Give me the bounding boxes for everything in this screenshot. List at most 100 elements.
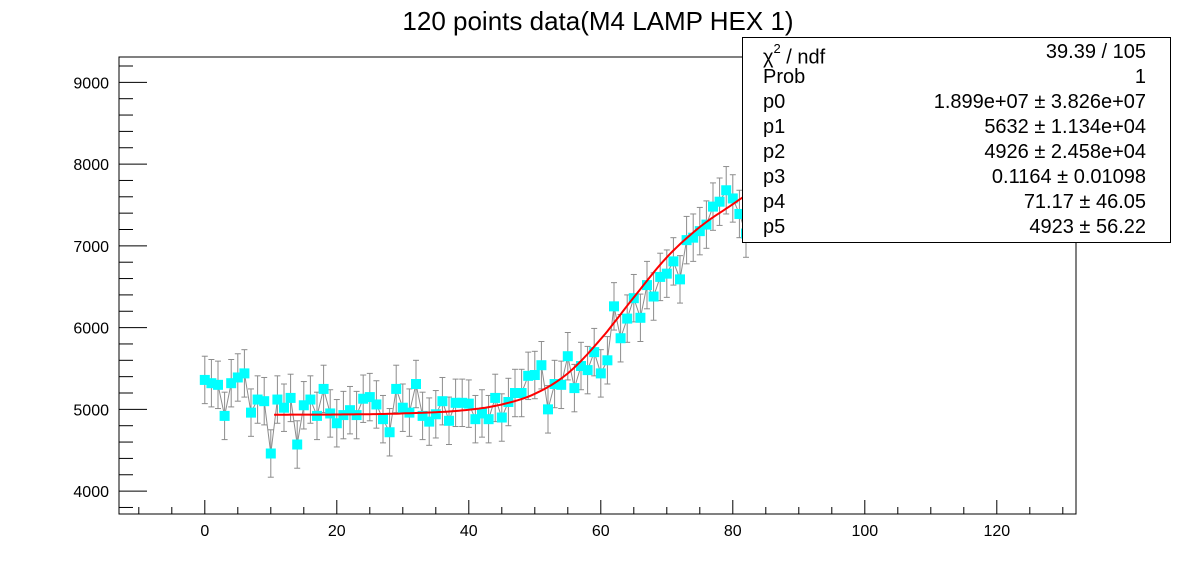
data-point [226,378,237,389]
x-tick-label: 100 [851,523,878,540]
stat-value: 4923 ± 56.22 [1029,216,1146,238]
stat-key: p0 [763,91,786,113]
data-point [536,360,547,371]
y-tick-label: 9000 [73,75,109,92]
data-point [661,268,672,279]
fit-statistics-box: χ2 / ndf 39.39 / 105 Prob 1 p0 1.899e+07… [742,37,1171,243]
data-point [265,448,276,459]
data-point [279,402,289,413]
data-point [430,409,441,420]
chart-title: 120 points data(M4 LAMP HEX 1) [402,6,793,36]
stat-value: 1.899e+07 ± 3.826e+07 [933,91,1146,113]
data-point [569,383,580,394]
data-point [648,291,659,302]
data-point [345,405,355,416]
y-tick-label: 8000 [73,157,109,174]
data-point [358,393,369,404]
axes: 4000 5000 6000 7000 8000 9000 0 20 40 60 80 100 120 [73,65,1064,540]
data-point [477,408,487,419]
data-point [384,427,395,438]
data-point [708,201,718,212]
stat-key: p1 [763,116,786,138]
stat-value: 5632 ± 1.134e+04 [984,116,1146,138]
stat-row-p2: p2 4926 ± 2.458e+04 [743,140,1170,164]
data-point [595,368,606,379]
data-point [470,414,481,425]
error-bars [201,166,749,478]
stat-row-chi2: χ2 / ndf 39.39 / 105 [743,40,1170,69]
data-point [318,383,329,394]
data-point [239,368,250,379]
y-tick-label: 5000 [73,402,109,419]
data-point [727,193,738,204]
data-point [668,256,679,267]
stat-row-p0: p0 1.899e+07 ± 3.826e+07 [743,90,1170,114]
data-point [331,418,342,429]
data-point [543,404,553,415]
data-point [609,301,619,312]
data-point [688,232,699,243]
data-point [635,312,646,323]
data-point [675,274,685,285]
data-point [417,410,428,421]
data-point [259,396,270,407]
data-point [246,407,256,418]
data-point [589,347,600,358]
data-point [615,333,626,344]
stat-value: 0.1164 ± 0.01098 [991,166,1146,188]
data-point [424,416,435,427]
data-point [252,394,263,405]
y-tick-label: 7000 [73,239,109,256]
stat-key: p3 [763,166,786,188]
data-point [523,370,534,381]
data-point [562,351,573,362]
data-point [602,355,613,366]
data-point [582,365,593,376]
data-point [681,235,692,246]
data-point [701,219,712,230]
data-point [444,415,454,426]
data-point [206,378,217,389]
data-point [496,412,507,423]
stat-value: 4926 ± 2.458e+04 [984,141,1146,163]
stat-row-p3: p3 0.1164 ± 0.01098 [743,165,1170,189]
data-point [391,383,402,394]
data-point [397,402,408,413]
fit-curve [274,194,747,416]
stat-row-prob: Prob 1 [743,65,1170,89]
data-point [510,388,520,399]
data-point [463,398,474,409]
plot-frame [118,56,1077,515]
data-point [292,439,303,450]
stat-value: 1 [1134,66,1146,88]
data-point [622,313,633,324]
data-point [450,397,461,408]
y-tick-label: 6000 [73,321,109,338]
data-point [714,196,725,207]
x-tick-label: 0 [200,523,209,540]
data-point [298,400,309,411]
stat-key: p5 [763,216,786,238]
x-tick-label: 60 [592,523,610,540]
x-tick-label: 40 [460,523,478,540]
data-point [364,392,375,403]
stat-value: 39.39 / 105 [1045,41,1146,63]
data-point [325,408,336,419]
fit-curve-group [274,194,747,416]
data-point [305,394,316,405]
stat-key: Prob [763,66,806,88]
data-point [378,414,388,425]
data-point [213,379,223,390]
data-point [285,392,296,403]
data-point [642,280,652,291]
data-point [734,208,745,219]
data-point [655,271,666,282]
stat-key: p4 [763,191,786,213]
data-point [437,396,448,407]
stat-row-p5: p5 4923 ± 56.22 [743,215,1170,239]
data-point [457,397,468,408]
stat-key: p2 [763,141,786,163]
data-point [694,226,705,237]
data-point [490,392,501,403]
